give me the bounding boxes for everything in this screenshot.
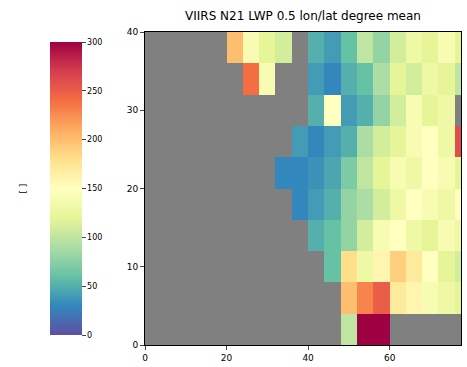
svg-text:300: 300 <box>87 38 102 47</box>
svg-text:20: 20 <box>221 353 233 363</box>
svg-text:200: 200 <box>87 135 102 144</box>
svg-text:[ ]: [ ] <box>18 184 28 194</box>
svg-text:100: 100 <box>87 233 102 242</box>
svg-text:0: 0 <box>87 331 92 340</box>
svg-text:40: 40 <box>127 27 139 37</box>
svg-text:50: 50 <box>87 282 97 291</box>
svg-text:10: 10 <box>127 262 139 272</box>
svg-text:40: 40 <box>302 353 314 363</box>
svg-text:60: 60 <box>384 353 396 363</box>
svg-text:20: 20 <box>127 184 139 194</box>
svg-text:30: 30 <box>127 105 139 115</box>
svg-text:150: 150 <box>87 184 102 193</box>
svg-text:0: 0 <box>132 340 138 350</box>
svg-text:0: 0 <box>142 353 148 363</box>
svg-text:250: 250 <box>87 87 102 96</box>
svg-text:VIIRS N21 LWP 0.5 lon/lat degr: VIIRS N21 LWP 0.5 lon/lat degree mean <box>185 9 421 23</box>
